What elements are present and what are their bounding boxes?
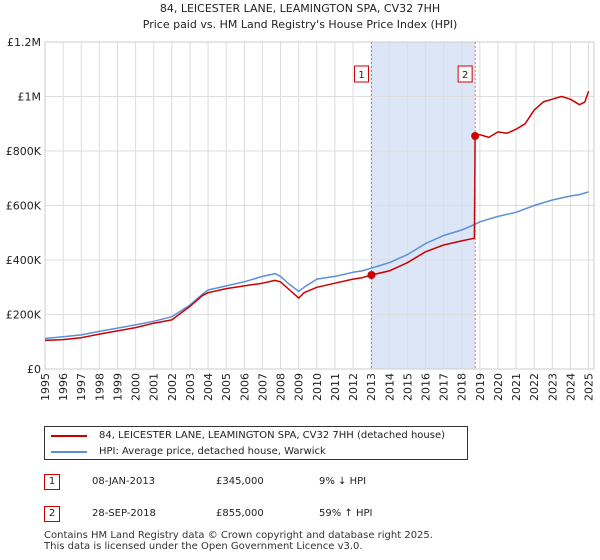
table-row: 2 28-SEP-2018 £855,000 59% ↑ HPI: [44, 506, 464, 526]
x-tick-label: 2019: [474, 373, 487, 401]
x-tick-label: 2000: [130, 373, 143, 401]
transaction-hpi-change: 9% ↓ HPI: [319, 476, 367, 487]
x-tick-label: 2005: [220, 373, 233, 401]
y-tick-label: £200K: [6, 309, 42, 322]
series-line-hpi: [44, 191, 589, 340]
x-tick-label: 2012: [347, 373, 360, 401]
legend-label-hpi: HPI: Average price, detached house, Warw…: [99, 446, 326, 457]
x-tick-label: 2010: [311, 373, 324, 401]
x-tick-label: 2021: [510, 373, 523, 401]
legend-swatch-property: [51, 435, 87, 437]
transaction-date: 08-JAN-2013: [92, 476, 156, 487]
series-line-property: [44, 90, 590, 342]
y-tick-label: £600K: [6, 200, 42, 213]
x-tick-label: 2002: [166, 373, 179, 401]
x-tick-label: 2013: [365, 373, 378, 401]
chart-title: 84, LEICESTER LANE, LEAMINGTON SPA, CV32…: [160, 2, 440, 15]
x-tick-label: 2016: [419, 373, 432, 401]
x-tick-label: 2018: [456, 373, 469, 401]
table-row: 1 08-JAN-2013 £345,000 9% ↓ HPI: [44, 474, 464, 494]
transaction-point: [367, 270, 376, 279]
transaction-label: 2: [462, 70, 468, 81]
x-tick-label: 1997: [75, 373, 88, 401]
x-tick-label: 2001: [148, 373, 161, 401]
y-tick-label: £800K: [6, 145, 42, 158]
x-tick-label: 2014: [383, 373, 396, 401]
footer-line-1: Contains HM Land Registry data © Crown c…: [44, 530, 433, 541]
x-tick-label: 1995: [39, 373, 52, 401]
transaction-marker: 1: [44, 474, 60, 490]
y-tick-label: £0: [27, 363, 41, 376]
x-tick-label: 2009: [293, 373, 306, 401]
x-tick-label: 2004: [202, 373, 215, 401]
transaction-point: [471, 132, 480, 141]
x-tick-label: 2015: [401, 373, 414, 401]
x-tick-label: 1999: [111, 373, 124, 401]
transaction-price: £855,000: [216, 508, 264, 519]
transaction-marker: 2: [44, 506, 60, 522]
legend-swatch-hpi: [51, 451, 87, 453]
x-tick-label: 2023: [546, 373, 559, 401]
x-tick-label: 2007: [256, 373, 269, 401]
legend: 84, LEICESTER LANE, LEAMINGTON SPA, CV32…: [44, 426, 468, 460]
transaction-date: 28-SEP-2018: [92, 508, 156, 519]
chart-subtitle: Price paid vs. HM Land Registry's House …: [143, 18, 458, 31]
x-tick-label: 1996: [57, 373, 70, 401]
x-tick-label: 2025: [583, 373, 596, 401]
x-tick-label: 2022: [528, 373, 541, 401]
transaction-hpi-change: 59% ↑ HPI: [319, 508, 373, 519]
x-tick-label: 1998: [93, 373, 106, 401]
y-tick-label: £400K: [6, 254, 42, 267]
transaction-price: £345,000: [216, 476, 264, 487]
x-tick-label: 2006: [238, 373, 251, 401]
footer: Contains HM Land Registry data © Crown c…: [44, 530, 433, 552]
y-tick-label: £1M: [18, 91, 42, 104]
transaction-label-box: [354, 65, 370, 83]
x-tick-label: 2020: [492, 373, 505, 401]
transaction-label-box: [457, 65, 473, 83]
legend-label-property: 84, LEICESTER LANE, LEAMINGTON SPA, CV32…: [99, 430, 446, 441]
transaction-label: 1: [358, 70, 364, 81]
price-chart: 84, LEICESTER LANE, LEAMINGTON SPA, CV32…: [6, 2, 596, 401]
x-tick-label: 2008: [275, 373, 288, 401]
x-tick-label: 2024: [564, 373, 577, 401]
plot-border: [44, 41, 595, 370]
x-tick-label: 2011: [329, 373, 342, 401]
x-tick-label: 2003: [184, 373, 197, 401]
y-tick-label: £1.2M: [7, 36, 41, 49]
x-tick-label: 2017: [438, 373, 451, 401]
footer-line-2: This data is licensed under the Open Gov…: [44, 541, 363, 552]
